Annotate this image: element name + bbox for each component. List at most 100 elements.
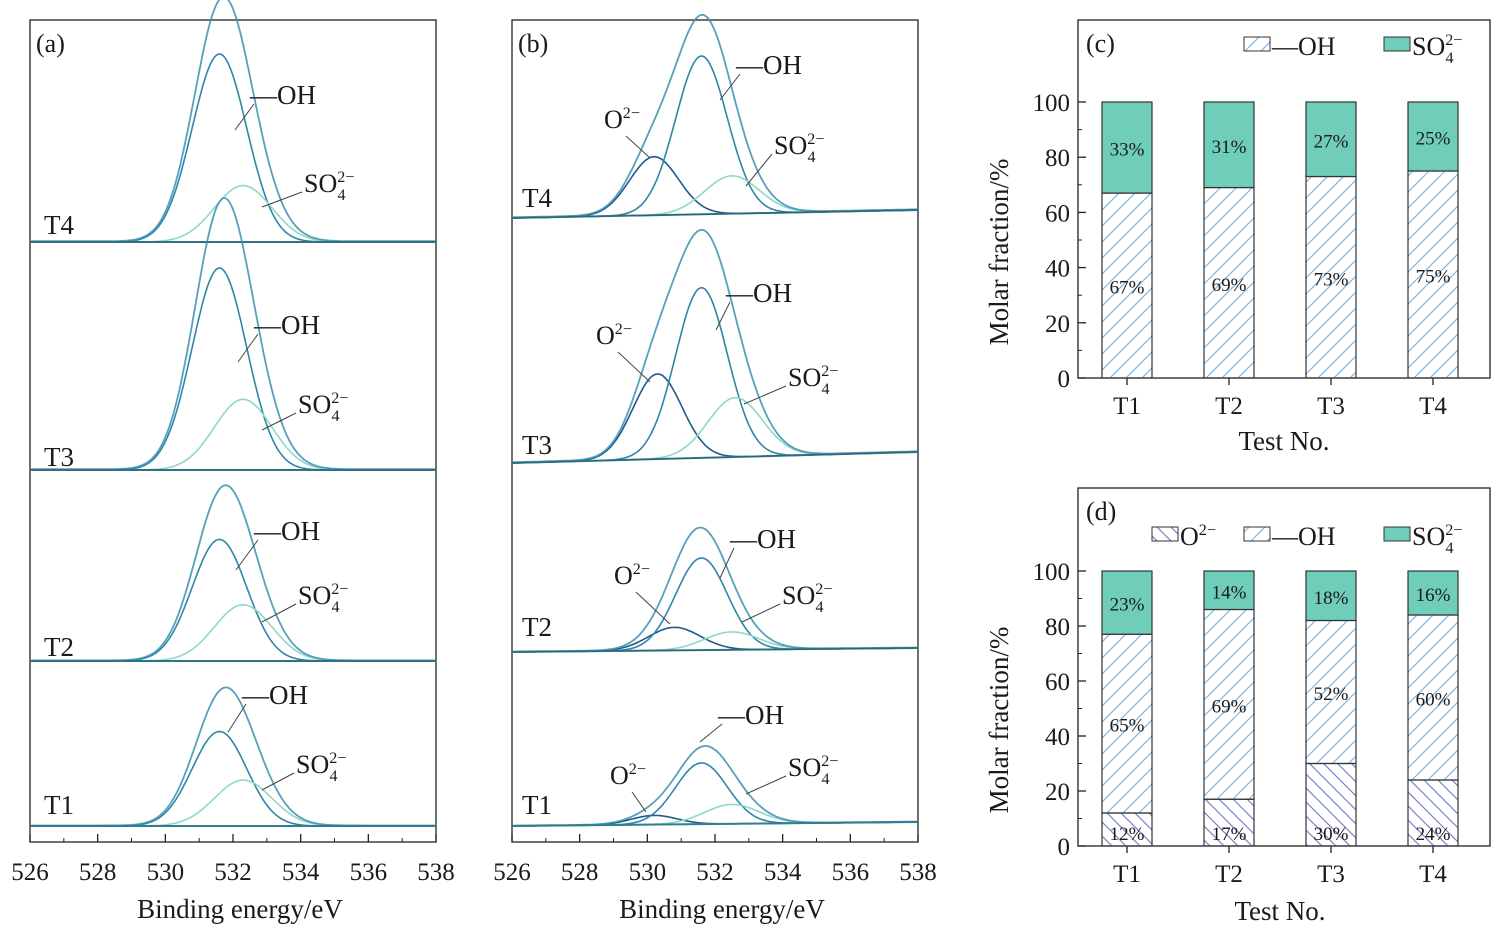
x-tick-label: 538 xyxy=(417,859,455,886)
panel-d-tag: (d) xyxy=(1086,497,1116,526)
envelope-T1 xyxy=(512,745,918,827)
x-tick-label: 530 xyxy=(629,859,667,886)
x-tick-label: T3 xyxy=(1317,393,1345,420)
data-label: 73% xyxy=(1314,269,1349,290)
bar-oh-T2 xyxy=(1203,608,1255,800)
bar-so4-T2 xyxy=(1203,101,1255,189)
panel-a-x-label: Binding energy/eV xyxy=(137,894,343,924)
oh-label: —OH xyxy=(241,680,308,710)
o2-leader xyxy=(635,591,671,625)
oh-leader xyxy=(719,73,741,101)
o2-leader xyxy=(631,791,647,813)
so4-peak-T2 xyxy=(30,603,436,662)
x-tick-label: 530 xyxy=(147,859,185,886)
oh-peak-T3 xyxy=(512,286,918,464)
bar-so4-T3 xyxy=(1305,101,1357,178)
data-label: 14% xyxy=(1212,582,1247,603)
oh-label: —OH xyxy=(253,516,320,546)
data-label: 23% xyxy=(1110,595,1145,616)
data-label: 33% xyxy=(1110,140,1145,161)
envelope-T2 xyxy=(512,526,918,653)
x-tick-label: T4 xyxy=(1419,861,1447,888)
envelope-T2 xyxy=(30,484,436,662)
data-label: 24% xyxy=(1416,824,1451,845)
so4-label: SO2− 4 xyxy=(296,750,346,785)
band-divider xyxy=(511,209,919,219)
envelope-T3 xyxy=(30,197,436,471)
sample-label: T1 xyxy=(522,790,552,820)
oh-peak-T1 xyxy=(30,730,436,827)
oh-leader xyxy=(234,103,255,131)
panel-a-xps-spectra: (a) T4 —OH SO2− 4 T3 —OH SO2− 4 T2 —OH SO2− 4 T1 —OH S… xyxy=(11,0,455,924)
y-tick-label: 40 xyxy=(1045,256,1070,283)
oh-label: —OH xyxy=(735,50,802,80)
bar-oh-T3 xyxy=(1305,175,1357,379)
so4-peak-T4 xyxy=(30,184,436,243)
spectrum-T2: T2 —OH SO2− 4 O2− xyxy=(511,524,919,653)
baseline-T1 xyxy=(511,821,919,827)
y-tick-label: 60 xyxy=(1045,200,1070,227)
bar-so4-T4 xyxy=(1407,101,1459,172)
spectrum-T4: T4 —OH SO2− 4 O2− xyxy=(511,14,919,219)
data-label: 75% xyxy=(1416,267,1451,288)
panel-b-tag: (b) xyxy=(518,29,548,58)
sample-label: T3 xyxy=(44,442,74,472)
spectrum-T2: T2 —OH SO2− 4 xyxy=(30,484,436,662)
legend-swatch-so4 xyxy=(1383,36,1411,52)
legend-label-so4: SO2− 4 xyxy=(1412,522,1462,557)
so4-label: SO2− 4 xyxy=(788,363,838,398)
panel-a-frame xyxy=(29,19,437,843)
oh-leader xyxy=(719,547,735,579)
data-label: 52% xyxy=(1314,684,1349,705)
bar-so4-T2 xyxy=(1203,570,1255,611)
panel-d-frame xyxy=(1077,487,1491,847)
legend-label-so4: SO2− 4 xyxy=(1412,32,1462,67)
data-label: 30% xyxy=(1314,824,1349,845)
bar-oh-T4 xyxy=(1407,614,1459,781)
panel-d-legend: O2− —OH SO2− 4 xyxy=(1151,522,1462,557)
o2-label: O2− xyxy=(614,561,650,590)
legend-swatch-oh xyxy=(1243,526,1271,542)
panel-c-molar-fraction-bars: (c) Molar fraction/% Test No. 0 20 40 60 80 1… xyxy=(984,19,1491,456)
legend-label-o2: O2− xyxy=(1180,522,1216,551)
sample-label: T3 xyxy=(522,430,552,460)
o2-label: O2− xyxy=(596,321,632,350)
data-label: 16% xyxy=(1416,585,1451,606)
y-tick-label: 100 xyxy=(1033,559,1071,586)
x-tick-label: 526 xyxy=(493,859,531,886)
legend-label-oh: —OH xyxy=(1271,522,1336,551)
x-tick-label: T4 xyxy=(1419,393,1447,420)
panel-d-y-label: Molar fraction/% xyxy=(984,627,1014,814)
x-tick-label: T2 xyxy=(1215,861,1243,888)
x-tick-label: 528 xyxy=(79,859,117,886)
panel-d-molar-fraction-bars: (d) Molar fraction/% Test No. 0 20 40 60 80 1… xyxy=(984,487,1491,926)
y-tick-label: 80 xyxy=(1045,145,1070,172)
x-tick-label: 536 xyxy=(350,859,388,886)
data-label: 65% xyxy=(1110,716,1145,737)
panel-c-legend: —OH SO2− 4 xyxy=(1243,32,1462,67)
x-tick-label: 532 xyxy=(214,859,252,886)
panel-c-y-label: Molar fraction/% xyxy=(984,159,1014,346)
panel-c-x-label: Test No. xyxy=(1238,426,1329,456)
so4-leader xyxy=(261,412,297,431)
x-tick-label: 534 xyxy=(764,859,802,886)
so4-peak-T1 xyxy=(30,779,436,827)
o2-leader xyxy=(625,135,651,159)
sample-label: T2 xyxy=(44,632,74,662)
panel-b-x-axis: 526 528 530 532 534 536 538 xyxy=(493,834,937,886)
sample-label: T4 xyxy=(522,183,552,213)
y-tick-label: 20 xyxy=(1045,311,1070,338)
y-tick-label: 40 xyxy=(1045,724,1070,751)
oh-peak-T2 xyxy=(30,538,436,662)
data-label: 60% xyxy=(1416,690,1451,711)
legend-swatch-oh xyxy=(1243,36,1271,52)
oh-label: —OH xyxy=(717,700,784,730)
so4-label: SO2− 4 xyxy=(774,131,824,166)
y-tick-label: 20 xyxy=(1045,779,1070,806)
o2-leader xyxy=(617,351,651,383)
x-tick-label: T1 xyxy=(1113,861,1141,888)
so4-leader xyxy=(745,775,787,795)
